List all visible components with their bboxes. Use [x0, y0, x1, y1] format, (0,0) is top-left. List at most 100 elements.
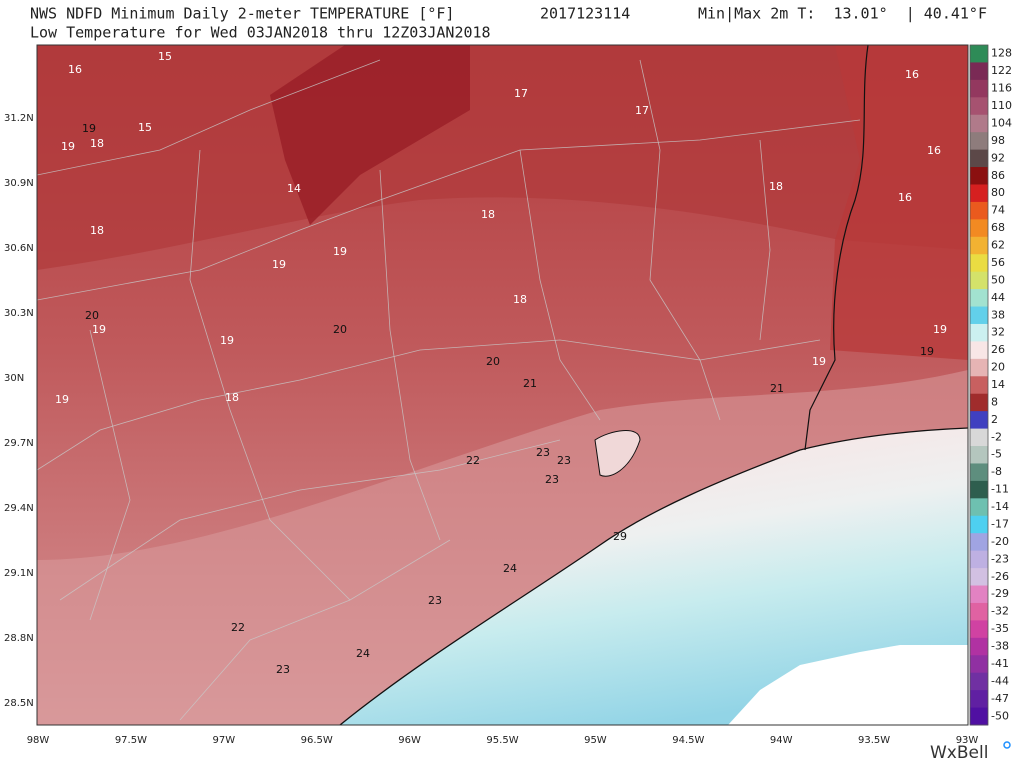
colorbar-label: 2 [991, 413, 998, 426]
colorbar-label: 20 [991, 361, 1005, 374]
colorbar-swatch [970, 323, 988, 342]
colorbar-swatch [970, 690, 988, 709]
point-label: 19 [82, 122, 96, 135]
point-label: 19 [920, 345, 934, 358]
lon-label: 93.5W [858, 735, 890, 746]
colorbar-label: 110 [991, 99, 1012, 112]
point-label: 18 [90, 137, 104, 150]
point-label: 15 [158, 50, 172, 63]
point-label: 22 [466, 454, 480, 467]
lon-label: 96.5W [301, 735, 333, 746]
colorbar-swatch [970, 114, 988, 133]
point-label: 29 [613, 530, 627, 543]
lat-label: 30.3N [4, 308, 34, 319]
gulf [340, 428, 968, 725]
lon-label: 97.5W [115, 735, 147, 746]
cold-patch [270, 45, 470, 225]
colorbar-swatch [970, 306, 988, 325]
lon-label: 94W [770, 735, 793, 746]
lon-label: 96W [398, 735, 421, 746]
colorbar-label: -20 [991, 535, 1009, 548]
colorbar-label: 74 [991, 204, 1005, 217]
header-run: 2017123114 [540, 5, 630, 23]
point-label: 19 [220, 334, 234, 347]
colorbar-swatch [970, 568, 988, 587]
point-label: 16 [68, 63, 82, 76]
colorbar-label: 68 [991, 221, 1005, 234]
header-subtitle: Low Temperature for Wed 03JAN2018 thru 1… [30, 24, 491, 42]
colorbar-swatch [970, 358, 988, 377]
colorbar-label: 80 [991, 186, 1005, 199]
point-label: 20 [333, 323, 347, 336]
colorbar-swatch [970, 428, 988, 447]
colorbar-label: 104 [991, 116, 1012, 129]
colorbar-swatch [970, 219, 988, 238]
colorbar-swatch [970, 707, 988, 726]
point-label: 16 [898, 191, 912, 204]
colorbar-swatch [970, 463, 988, 482]
colorbar-swatch [970, 480, 988, 499]
colorbar-label: 122 [991, 64, 1012, 77]
lon-label: 98W [27, 735, 50, 746]
point-label: 24 [356, 647, 370, 660]
colorbar-label: 56 [991, 256, 1005, 269]
point-label: 20 [85, 309, 99, 322]
lat-label: 30.9N [4, 178, 34, 189]
lat-label: 30N [4, 373, 24, 384]
colorbar-swatch [970, 201, 988, 220]
colorbar-swatch [970, 271, 988, 290]
coastline [339, 427, 968, 725]
point-label: 23 [536, 446, 550, 459]
lat-label: 31.2N [4, 113, 34, 124]
colorbar-swatch [970, 376, 988, 395]
header-minmax: Min|Max 2m T: 13.01° | 40.41°F [698, 5, 987, 23]
point-label: 19 [812, 355, 826, 368]
colorbar-swatch [970, 167, 988, 185]
point-label: 23 [545, 473, 559, 486]
map-frame [36, 44, 969, 726]
colorbar-label: -44 [991, 674, 1009, 687]
logo: WxBell [930, 743, 988, 763]
colorbar-label: -14 [991, 500, 1009, 513]
colorbar-label: 116 [991, 82, 1012, 95]
point-label: 19 [272, 258, 286, 271]
colorbar-label: 128 [991, 47, 1012, 60]
colorbar-label: -17 [991, 517, 1009, 530]
colorbar-swatch [970, 585, 988, 604]
colorbar-label: 38 [991, 308, 1005, 321]
colorbar-label: -8 [991, 465, 1002, 478]
point-label: 24 [503, 562, 517, 575]
colorbar-swatch [970, 184, 988, 203]
point-label: 18 [90, 224, 104, 237]
colorbar-label: -41 [991, 657, 1009, 670]
colorbar-swatch [970, 45, 988, 63]
point-label: 16 [905, 68, 919, 81]
colorbar-swatch [970, 393, 988, 412]
colorbar-swatch [970, 620, 988, 639]
colorbar-label: -38 [991, 640, 1009, 653]
colorbar-label: 62 [991, 239, 1005, 252]
colorbar-swatch [970, 341, 988, 360]
point-label: 19 [92, 323, 106, 336]
colorbar-label: -50 [991, 709, 1009, 722]
colorbar-swatch [970, 550, 988, 569]
point-label: 21 [523, 377, 537, 390]
colorbar-swatch [970, 637, 988, 656]
colorbar-label: 8 [991, 395, 998, 408]
point-label: 23 [557, 454, 571, 467]
county-lines [37, 59, 861, 721]
point-label: 19 [933, 323, 947, 336]
colorbar-swatch [970, 97, 988, 116]
lon-label: 97W [212, 735, 235, 746]
map [37, 45, 968, 725]
logo-dot [1003, 741, 1011, 749]
point-label: 16 [927, 144, 941, 157]
cold-band [37, 45, 968, 270]
colorbar-label: 26 [991, 343, 1005, 356]
colorbar-swatch [970, 289, 988, 308]
warm-patch [728, 645, 968, 725]
colorbar-label: -11 [991, 483, 1009, 496]
colorbar-swatch [970, 446, 988, 464]
colorbar-label: 98 [991, 134, 1005, 147]
colorbar-label: 92 [991, 151, 1005, 164]
